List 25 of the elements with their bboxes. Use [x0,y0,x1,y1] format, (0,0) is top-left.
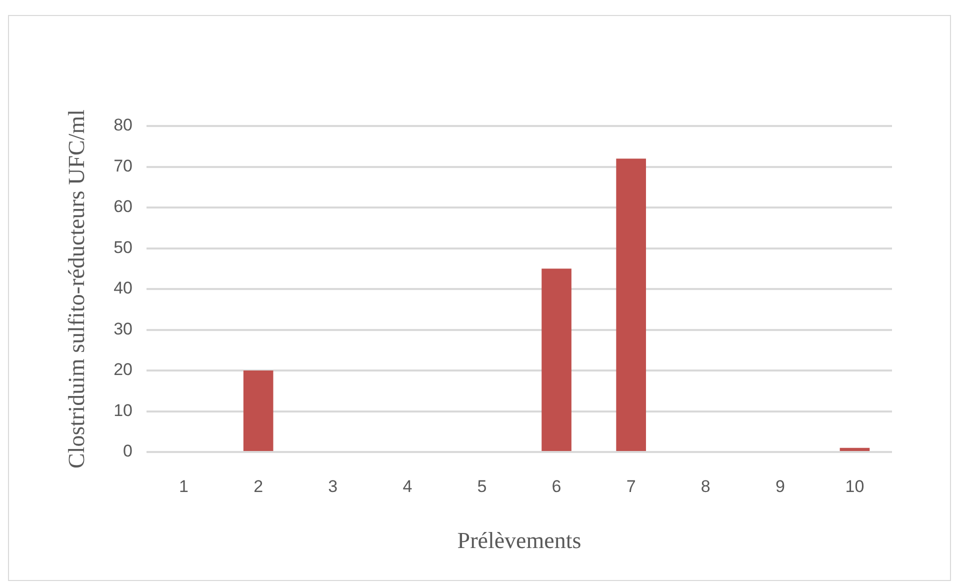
x-tick-label: 2 [254,476,264,496]
x-tick-label: 4 [402,476,412,496]
x-axis-title: Prélèvements [457,528,582,554]
y-axis-title: Clostriduim sulfito-réducteurs UFC/ml [64,109,89,469]
y-tick-label: 70 [114,156,133,176]
y-tick-label: 30 [114,319,133,338]
x-tick-label: 6 [552,476,562,496]
x-tick-label: 7 [626,476,636,496]
bar [616,158,646,451]
x-tick-label: 1 [179,476,189,496]
y-tick-label: 20 [114,360,133,380]
x-tick-label: 5 [477,476,487,496]
y-tick-label: 60 [114,197,133,216]
bar [840,448,870,451]
x-tick-label: 9 [775,476,785,496]
y-tick-label: 40 [114,278,133,298]
bar [243,370,274,451]
x-tick-label: 10 [845,476,864,496]
y-tick-label: 50 [114,238,133,257]
y-tick-label: 80 [114,116,133,135]
y-tick-label: 10 [114,400,133,420]
bar [542,268,572,451]
x-tick-label: 8 [700,476,710,496]
y-tick-label: 0 [123,442,133,461]
x-tick-label: 3 [328,476,338,496]
